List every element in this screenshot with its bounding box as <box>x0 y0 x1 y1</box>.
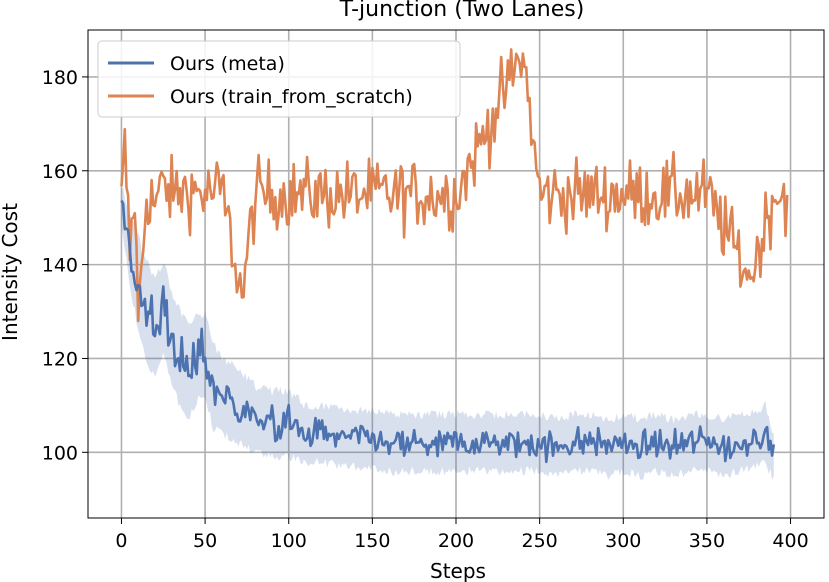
x-tick-label: 400 <box>772 530 808 552</box>
x-tick-label: 0 <box>115 530 127 552</box>
x-tick-label: 200 <box>438 530 474 552</box>
legend-box <box>97 40 461 118</box>
x-tick-label: 150 <box>354 530 390 552</box>
y-tick-label: 160 <box>42 161 78 183</box>
x-tick-label: 50 <box>193 530 217 552</box>
y-tick-label: 140 <box>42 255 78 277</box>
series-lines <box>120 48 789 464</box>
confidence-band-meta <box>121 187 774 481</box>
y-tick-label: 120 <box>42 348 78 370</box>
legend-label: Ours (train_from_scratch) <box>170 86 413 108</box>
series-line-scratch <box>120 48 789 323</box>
x-tick-label: 300 <box>605 530 641 552</box>
legend: Ours (meta) Ours (train_from_scratch) <box>97 40 461 118</box>
y-tick-label: 180 <box>42 67 78 89</box>
chart-title: T-junction (Two Lanes) <box>339 0 585 22</box>
x-tick-label: 250 <box>522 530 558 552</box>
x-tick-label: 100 <box>271 530 307 552</box>
y-tick-label: 100 <box>42 442 78 464</box>
confidence-bands <box>121 187 774 481</box>
legend-label: Ours (meta) <box>170 53 285 75</box>
x-axis-label: Steps <box>430 559 486 582</box>
series-line-meta <box>120 199 776 464</box>
x-tick-label: 350 <box>689 530 725 552</box>
axis-ticks: 0 50 100 150 200 250 300 350 400 100 120 140 160 180 <box>42 67 809 552</box>
y-axis-label: Intensity Cost <box>0 203 22 341</box>
